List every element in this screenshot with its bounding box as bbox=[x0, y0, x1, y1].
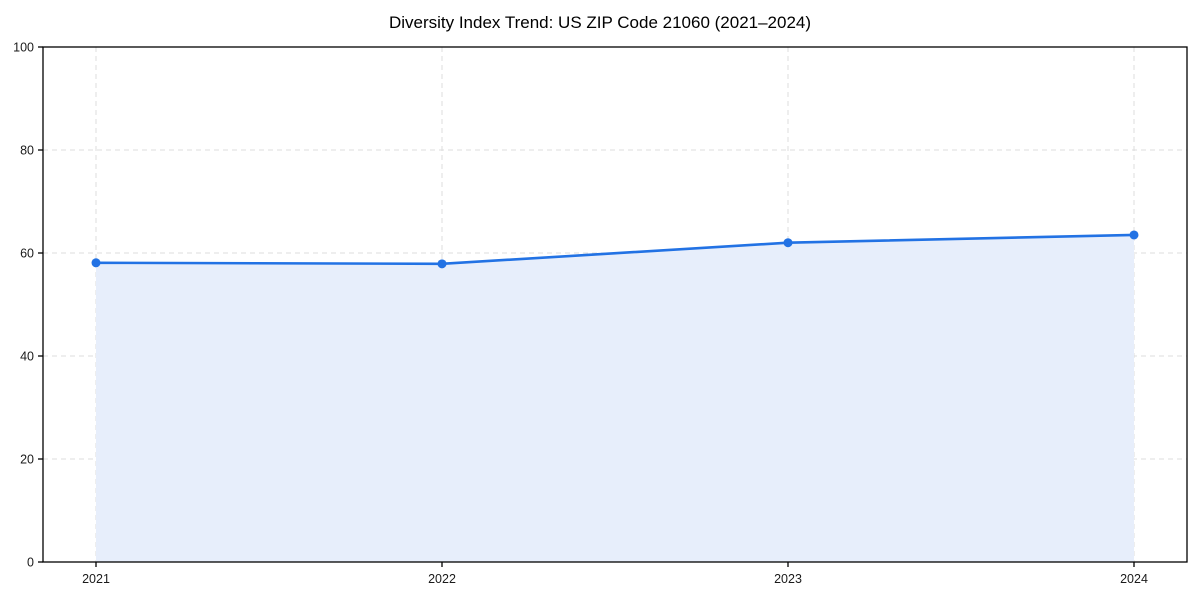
trend-line bbox=[94, 233, 1136, 266]
x-tick-label: 2022 bbox=[428, 572, 456, 586]
data-point bbox=[437, 259, 447, 269]
y-tick-label: 40 bbox=[20, 350, 34, 364]
x-tick-label: 2023 bbox=[774, 572, 802, 586]
area-fill bbox=[96, 234, 1134, 562]
data-point bbox=[783, 238, 793, 248]
y-tick-label: 60 bbox=[20, 247, 34, 261]
axes-frame bbox=[42, 46, 1188, 563]
x-tick-label: 2021 bbox=[82, 572, 110, 586]
y-tick-label: 80 bbox=[20, 144, 34, 158]
x-tick-label: 2024 bbox=[1120, 572, 1148, 586]
data-point bbox=[91, 258, 101, 268]
chart-title: Diversity Index Trend: US ZIP Code 21060… bbox=[388, 13, 812, 32]
y-tick-label: 20 bbox=[20, 453, 34, 467]
data-point bbox=[1129, 230, 1139, 240]
y-tick-label: 0 bbox=[27, 556, 34, 570]
y-tick-label: 100 bbox=[13, 41, 34, 55]
